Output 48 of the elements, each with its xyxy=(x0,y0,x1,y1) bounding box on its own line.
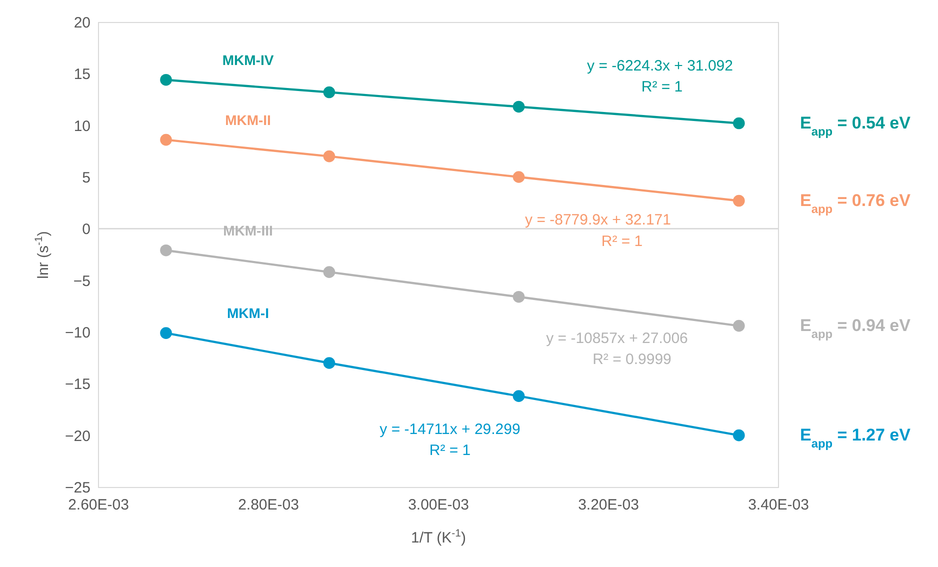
annotation: y = -8779.9x + 32.171 xyxy=(525,212,671,229)
y-tick-label: −15 xyxy=(65,376,90,394)
point xyxy=(160,74,172,86)
point xyxy=(512,390,525,402)
annotation: y = -10857x + 27.006 xyxy=(546,330,688,347)
text: E$_{app}$ = 0.54 eV xyxy=(800,113,912,138)
text: E$_{app}$ = 1.27 eV xyxy=(800,425,912,450)
point xyxy=(323,150,336,162)
y-tick-label: 0 xyxy=(82,221,90,238)
annotation: R² = 0.9999 xyxy=(592,350,672,368)
y-tick-label: 20 xyxy=(74,14,90,32)
y-tick-label: −5 xyxy=(73,272,90,290)
point xyxy=(323,86,336,98)
annotation: y = -14711x + 29.299 xyxy=(380,421,520,438)
x-tick-label: 2.60E-03 xyxy=(68,496,129,514)
y-tick-label: −10 xyxy=(65,324,90,342)
series-label: MKM-IV xyxy=(222,52,274,68)
series-label: MKM-III xyxy=(223,222,273,238)
annotation: y = -6224.3x + 31.092 xyxy=(587,57,733,74)
point xyxy=(732,320,745,332)
point xyxy=(323,357,336,369)
point xyxy=(732,194,745,207)
x-tick-label: 3.20E-03 xyxy=(578,496,639,514)
point xyxy=(512,100,525,113)
text: E$_{app}$ = 0.76 eV xyxy=(800,190,912,216)
point xyxy=(160,244,172,256)
point xyxy=(512,290,525,303)
annotation: R² = 1 xyxy=(429,442,471,460)
annotation: R² = 1 xyxy=(601,233,643,250)
point xyxy=(732,429,745,442)
point xyxy=(160,134,172,146)
series-label: MKM-II xyxy=(225,112,271,128)
y-tick-label: 5 xyxy=(82,170,90,186)
series-label: MKM-I xyxy=(227,305,269,322)
point xyxy=(323,266,336,278)
x-axis-title: 1/T (K$^{-1}$) xyxy=(411,528,466,546)
x-tick-label: 3.40E-03 xyxy=(748,496,809,514)
y-tick-label: −20 xyxy=(65,428,90,445)
point xyxy=(732,117,745,130)
point xyxy=(160,327,172,339)
point xyxy=(512,171,525,183)
annotation: R² = 1 xyxy=(641,78,683,96)
text: E$_{app}$ = 0.94 eV xyxy=(800,316,912,341)
y-tick-label: 15 xyxy=(74,66,90,84)
x-tick-label: 3.00E-03 xyxy=(408,496,469,514)
x-tick-label: 2.80E-03 xyxy=(238,496,299,514)
y-tick-label: −25 xyxy=(65,480,90,496)
y-tick-label: 10 xyxy=(74,118,90,135)
